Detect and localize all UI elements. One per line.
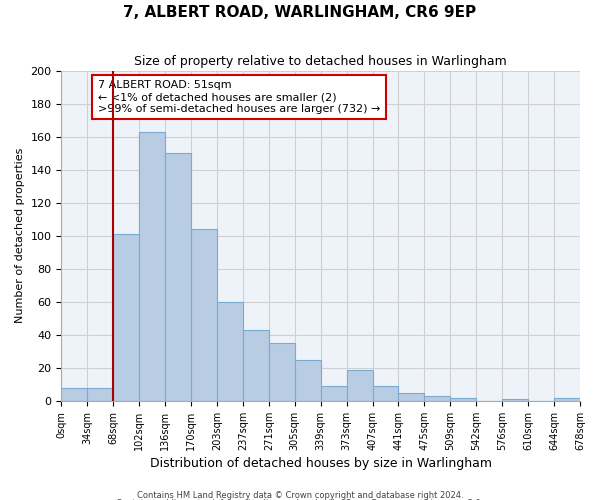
Bar	[347, 370, 373, 401]
Text: Contains HM Land Registry data © Crown copyright and database right 2024.: Contains HM Land Registry data © Crown c…	[137, 490, 463, 500]
Bar	[139, 132, 165, 401]
Title: Size of property relative to detached houses in Warlingham: Size of property relative to detached ho…	[134, 55, 507, 68]
Bar	[269, 343, 295, 401]
Bar	[61, 388, 88, 401]
Bar	[424, 396, 451, 401]
Bar	[373, 386, 398, 401]
Bar	[554, 398, 580, 401]
Bar	[295, 360, 321, 401]
Bar	[165, 153, 191, 401]
Y-axis label: Number of detached properties: Number of detached properties	[15, 148, 25, 324]
Bar	[88, 388, 113, 401]
Bar	[113, 234, 139, 401]
Bar	[191, 229, 217, 401]
Bar	[502, 400, 528, 401]
Bar	[243, 330, 269, 401]
Bar	[217, 302, 243, 401]
X-axis label: Distribution of detached houses by size in Warlingham: Distribution of detached houses by size …	[150, 457, 492, 470]
Text: 7, ALBERT ROAD, WARLINGHAM, CR6 9EP: 7, ALBERT ROAD, WARLINGHAM, CR6 9EP	[124, 5, 476, 20]
Bar	[398, 392, 424, 401]
Bar	[321, 386, 347, 401]
Bar	[451, 398, 476, 401]
Text: 7 ALBERT ROAD: 51sqm
← <1% of detached houses are smaller (2)
>99% of semi-detac: 7 ALBERT ROAD: 51sqm ← <1% of detached h…	[98, 80, 380, 114]
